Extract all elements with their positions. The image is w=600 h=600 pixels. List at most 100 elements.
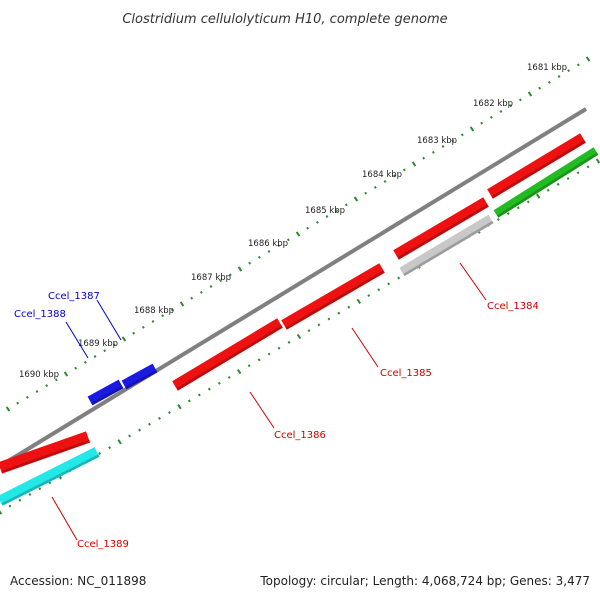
tick-mark — [108, 446, 112, 450]
gene-cyan — [0, 447, 100, 506]
tick-mark — [509, 104, 513, 108]
tick-mark — [25, 395, 29, 399]
tick-mark — [179, 301, 185, 307]
tick-mark — [38, 487, 42, 491]
tick-mark — [287, 340, 291, 344]
gene-ccel-1388 — [87, 379, 124, 406]
gene-label-text: Ccel_1389 — [77, 539, 129, 550]
tick-mark — [93, 355, 97, 358]
tick-mark — [585, 56, 591, 62]
tick-mark — [480, 121, 484, 125]
tick-mark — [547, 80, 551, 84]
tick-mark — [441, 145, 445, 148]
tick-mark — [236, 368, 242, 375]
tick-mark — [397, 276, 401, 280]
tick-label: 1690 kbp — [19, 370, 59, 380]
tick-mark — [489, 115, 493, 119]
tick-mark — [167, 411, 171, 415]
tick-mark — [177, 404, 182, 410]
tick-mark — [248, 261, 252, 265]
tick-mark — [518, 98, 522, 102]
tick-mark — [237, 266, 243, 272]
tick-mark — [170, 308, 174, 312]
outer-tick-ring — [5, 56, 591, 412]
tick-mark — [356, 298, 362, 305]
gene-label-leader — [51, 496, 78, 541]
tick-mark — [557, 75, 561, 78]
tick-mark — [325, 215, 329, 218]
gene-ccel-1384-shade — [491, 140, 586, 199]
tick-mark — [54, 378, 58, 382]
gene-ccel-1386-shade — [285, 270, 385, 330]
gene-label-leader — [96, 299, 122, 341]
tick-mark — [516, 206, 520, 210]
gene-ccel-1386 — [281, 263, 385, 330]
tick-mark — [219, 279, 223, 283]
tick-mark — [197, 393, 201, 397]
gene-gray-shade — [403, 220, 494, 276]
gene-label-text: Ccel_1386 — [274, 430, 326, 441]
gene-label-leader — [459, 262, 487, 301]
tick-label: 1688 kbp — [134, 306, 174, 316]
tick-label: 1682 kbp — [473, 99, 513, 109]
gene-ccel-1387-shade — [125, 369, 158, 390]
tick-mark — [377, 288, 381, 292]
tick-mark — [267, 352, 271, 356]
tick-mark — [199, 290, 203, 294]
tick-mark — [295, 231, 301, 237]
gene-ccel-1385 — [393, 197, 489, 260]
tick-mark — [506, 212, 510, 216]
gene-features — [0, 133, 599, 506]
tick-label: 1689 kbp — [78, 339, 118, 349]
tick-mark — [586, 165, 590, 169]
gene-ccel-1386b — [172, 318, 283, 391]
tick-mark — [35, 390, 39, 393]
gene-ccel-1385-shade — [397, 204, 489, 260]
accession-text: Accession: NC_011898 — [10, 574, 147, 588]
tick-mark — [207, 387, 211, 391]
tick-mark — [402, 168, 406, 172]
gene-label-leader — [249, 391, 275, 429]
tick-mark — [451, 139, 455, 143]
tick-mark — [367, 294, 371, 298]
tick-mark — [257, 255, 261, 259]
tick-mark — [217, 381, 221, 385]
tick-mark — [277, 244, 281, 248]
tick-label: 1686 kbp — [248, 239, 288, 249]
tick-mark — [151, 320, 155, 323]
gene-label-leader — [351, 327, 379, 368]
genome-backbone — [0, 107, 588, 468]
tick-mark — [45, 384, 49, 388]
tick-mark — [526, 200, 530, 204]
tick-mark — [5, 406, 11, 412]
tick-mark — [227, 375, 231, 379]
tick-mark — [383, 180, 387, 183]
backbone-line — [0, 107, 588, 468]
gene-green-shade — [496, 152, 599, 218]
tick-mark — [431, 150, 435, 154]
tick-label: 1684 kbp — [362, 170, 402, 180]
tick-mark — [576, 63, 580, 67]
gene-ccel-1388-shade — [91, 385, 124, 406]
tick-mark — [247, 364, 251, 368]
tick-mark — [422, 156, 426, 160]
tick-mark — [83, 360, 87, 364]
map-title: Clostridium cellulolyticum H10, complete… — [122, 12, 447, 27]
tick-mark — [460, 133, 464, 137]
tick-mark — [98, 452, 102, 455]
tick-mark — [128, 434, 132, 438]
tick-mark — [306, 226, 310, 230]
tick-mark — [148, 422, 151, 426]
tick-mark — [469, 126, 475, 132]
tick-mark — [535, 193, 541, 199]
tick-mark — [315, 220, 319, 224]
tick-mark — [121, 336, 127, 342]
tick-mark — [317, 323, 321, 327]
tick-mark — [576, 171, 580, 175]
tick-mark — [28, 492, 32, 496]
gene-ccel-1386b-shade — [176, 325, 283, 391]
tick-mark — [556, 182, 560, 186]
gene-green — [493, 147, 599, 218]
tick-mark — [307, 329, 311, 333]
